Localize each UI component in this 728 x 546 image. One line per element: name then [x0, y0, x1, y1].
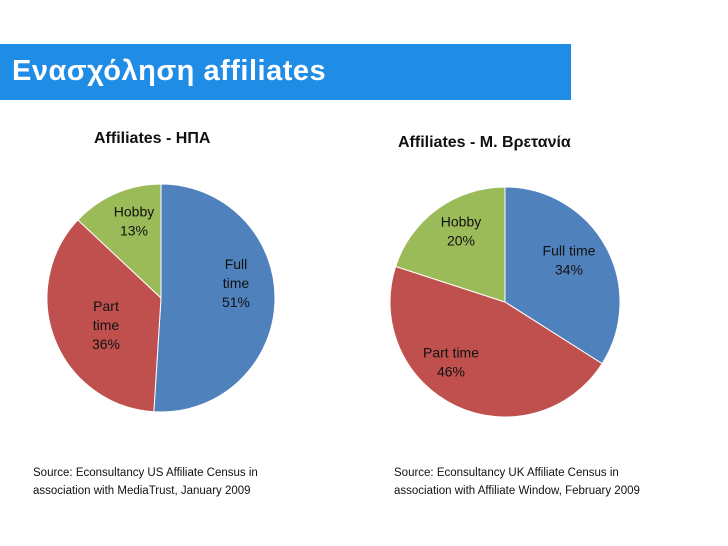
data-label-full-time: Full time 34%: [543, 243, 596, 278]
pie-slice-full-time: [153, 183, 276, 413]
source-note-uk: Source: Econsultancy UK Affiliate Census…: [394, 464, 640, 500]
page-title: Ενασχόληση affiliates: [12, 55, 327, 87]
pie-chart-usa: Full time 51% Part time 36% Hobby 13%: [46, 183, 276, 413]
data-label-part-time: Part time 36%: [92, 298, 120, 352]
source-note-usa: Source: Econsultancy US Affiliate Census…: [33, 464, 258, 500]
source-line: association with Affiliate Window, Febru…: [394, 485, 640, 497]
source-line: association with MediaTrust, January 200…: [33, 485, 251, 497]
source-line: Source: Econsultancy US Affiliate Census…: [33, 467, 258, 479]
data-label-full-time: Full time 51%: [222, 256, 250, 310]
pie-chart-uk: Full time 34% Part time 46% Hobby 20%: [389, 186, 621, 418]
pie-slice-full-time: [504, 186, 621, 365]
pie-slice-hobby: [77, 183, 162, 300]
pie-slice-part-time: [46, 219, 162, 413]
data-label-hobby: Hobby 20%: [441, 214, 481, 249]
pie-slice-part-time: [389, 265, 603, 418]
source-line: Source: Econsultancy UK Affiliate Census…: [394, 467, 619, 479]
chart-title-uk: Affiliates - Μ. Βρετανία: [398, 134, 571, 151]
title-bar: [0, 44, 571, 100]
chart-title-usa: Affiliates - ΗΠΑ: [94, 130, 211, 147]
pie-slice-hobby: [394, 186, 506, 303]
data-label-part-time: Part time 46%: [423, 345, 479, 380]
data-label-hobby: Hobby 13%: [114, 204, 154, 239]
